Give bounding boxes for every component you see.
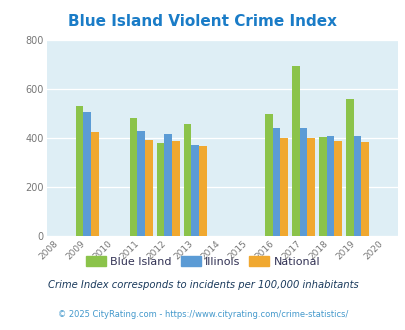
Bar	[360, 142, 368, 236]
Text: Blue Island Violent Crime Index: Blue Island Violent Crime Index	[68, 14, 337, 29]
Bar	[198, 146, 206, 236]
Bar	[145, 140, 152, 236]
Bar	[76, 106, 83, 236]
Bar	[172, 141, 179, 236]
Bar	[291, 66, 299, 236]
Bar	[333, 142, 341, 236]
Bar	[156, 143, 164, 236]
Bar	[318, 137, 326, 236]
Text: © 2025 CityRating.com - https://www.cityrating.com/crime-statistics/: © 2025 CityRating.com - https://www.city…	[58, 310, 347, 319]
Bar	[191, 145, 198, 236]
Bar	[272, 128, 279, 236]
Bar	[130, 118, 137, 236]
Bar	[279, 138, 287, 236]
Bar	[183, 123, 191, 236]
Legend: Blue Island, Illinois, National: Blue Island, Illinois, National	[81, 251, 324, 271]
Bar	[137, 131, 145, 236]
Bar	[353, 136, 360, 236]
Bar	[326, 136, 333, 236]
Bar	[264, 114, 272, 236]
Bar	[306, 138, 314, 236]
Bar	[164, 134, 172, 236]
Bar	[299, 128, 306, 236]
Bar	[345, 99, 353, 236]
Bar	[83, 112, 91, 236]
Bar	[91, 132, 98, 236]
Text: Crime Index corresponds to incidents per 100,000 inhabitants: Crime Index corresponds to incidents per…	[47, 280, 358, 290]
